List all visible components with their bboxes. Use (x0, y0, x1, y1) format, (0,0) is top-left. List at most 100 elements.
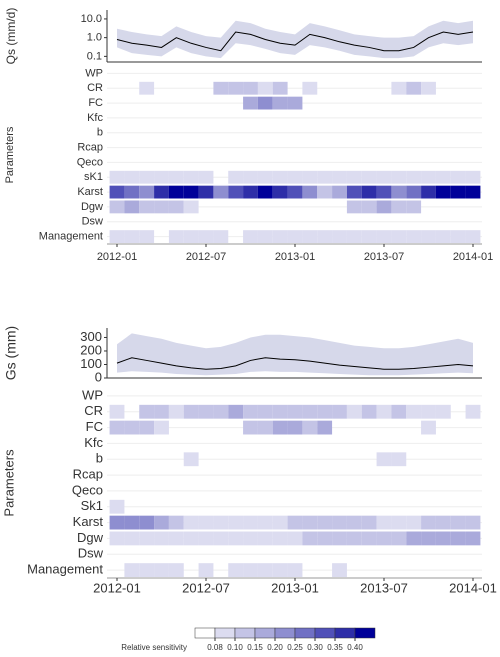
sensitivity-cell (139, 420, 155, 435)
sensitivity-cell (346, 170, 362, 184)
sensitivity-cell (109, 531, 125, 546)
sensitivity-cell (317, 185, 333, 199)
sensitivity-cell (257, 531, 273, 546)
sensitivity-cell (168, 200, 184, 214)
legend-tick-label: 0.40 (347, 643, 363, 652)
sensitivity-cell (302, 531, 318, 546)
sensitivity-cell (228, 81, 244, 95)
sensitivity-cell (243, 170, 258, 184)
sensitivity-cell (361, 170, 377, 184)
sensitivity-cell (272, 230, 288, 243)
sensitivity-cell (124, 531, 140, 546)
parameter-label: Dgw (77, 530, 104, 545)
legend-title: Relative sensitivity (121, 643, 187, 652)
sensitivity-cell (391, 185, 407, 199)
sensitivity-cell (183, 404, 199, 419)
sensitivity-cell (272, 81, 288, 95)
sensitivity-cell (346, 185, 362, 199)
sensitivity-cell (317, 230, 333, 243)
legend-swatch (274, 627, 296, 639)
legend-swatch (354, 627, 376, 639)
sensitivity-cell (243, 515, 258, 530)
legend-swatch (254, 627, 276, 639)
series-line (116, 357, 474, 370)
sensitivity-cell (302, 230, 318, 243)
sensitivity-cell (124, 420, 140, 435)
sensitivity-cell (272, 185, 288, 199)
sensitivity-cell (361, 185, 377, 199)
sensitivity-cell (272, 404, 288, 419)
sensitivity-cell (435, 230, 451, 243)
sensitivity-cell (109, 170, 125, 184)
sensitivity-cell (317, 404, 333, 419)
sensitivity-cell (243, 96, 258, 110)
sensitivity-cell (168, 515, 184, 530)
sensitivity-cell (213, 515, 229, 530)
sensitivity-cell (391, 404, 407, 419)
sensitivity-cell (183, 170, 199, 184)
sensitivity-cell (257, 230, 273, 243)
sensitivity-cell (243, 230, 258, 243)
sensitivity-cell (139, 170, 155, 184)
legend-swatch (234, 627, 256, 639)
sensitivity-cell (228, 404, 244, 419)
sensitivity-cell (391, 200, 407, 214)
x-tick-label: 2013-01 (275, 251, 315, 263)
sensitivity-cell (168, 404, 184, 419)
sensitivity-cell (346, 200, 362, 214)
sensitivity-cell (272, 420, 288, 435)
x-tick-label: 2013-01 (271, 580, 319, 595)
sensitivity-cell (376, 515, 392, 530)
sensitivity-cell (272, 170, 288, 184)
sensitivity-cell (421, 81, 436, 95)
sensitivity-cell (183, 452, 199, 467)
legend-swatch (214, 627, 236, 639)
sensitivity-cell (257, 515, 273, 530)
sensitivity-cell (302, 81, 318, 95)
parameter-label: Management (39, 230, 103, 242)
parameter-label: Dsw (78, 546, 104, 561)
sensitivity-cell (154, 531, 169, 546)
sensitivity-cell (213, 404, 229, 419)
sensitivity-cell (109, 230, 125, 243)
parameter-label: CR (87, 82, 103, 94)
parameter-label: WP (82, 387, 103, 402)
sensitivity-cell (450, 515, 466, 530)
sensitivity-cell (332, 185, 347, 199)
sensitivity-cell (168, 531, 184, 546)
sensitivity-cell (198, 515, 214, 530)
sensitivity-cell (376, 200, 392, 214)
sensitivity-cell (450, 170, 466, 184)
sensitivity-cell (154, 185, 169, 199)
uncertainty-band (117, 333, 473, 376)
parameter-label: Rcap (77, 141, 103, 153)
x-tick-label: 2012-01 (93, 580, 141, 595)
sensitivity-cell (243, 404, 258, 419)
y-tick-label: 0 (95, 369, 102, 384)
sensitivity-cell (154, 200, 169, 214)
parameter-label: b (96, 451, 103, 466)
sensitivity-cell (183, 531, 199, 546)
sensitivity-cell (272, 563, 288, 577)
sensitivity-cell (435, 170, 451, 184)
x-tick-label: 2013-07 (364, 251, 404, 263)
sensitivity-cell (243, 81, 258, 95)
sensitivity-cell (317, 170, 333, 184)
uncertainty-band (117, 20, 473, 59)
sensitivity-cell (406, 185, 422, 199)
sensitivity-cell (272, 531, 288, 546)
parameter-label: Karst (77, 186, 103, 198)
x-tick-label: 2012-07 (186, 251, 226, 263)
sensitivity-cell (139, 531, 155, 546)
y-tick-label: 200 (80, 342, 102, 357)
y-tick-label: 0.1 (87, 50, 102, 62)
parameter-label: Management (27, 562, 103, 577)
sensitivity-cell (198, 404, 214, 419)
sensitivity-cell (139, 81, 155, 95)
legend-tick-label: 0.30 (307, 643, 323, 652)
sensitivity-cell (332, 515, 347, 530)
sensitivity-cell (154, 404, 169, 419)
sensitivity-cell (243, 420, 258, 435)
sensitivity-cell (243, 531, 258, 546)
sensitivity-cell (332, 531, 347, 546)
